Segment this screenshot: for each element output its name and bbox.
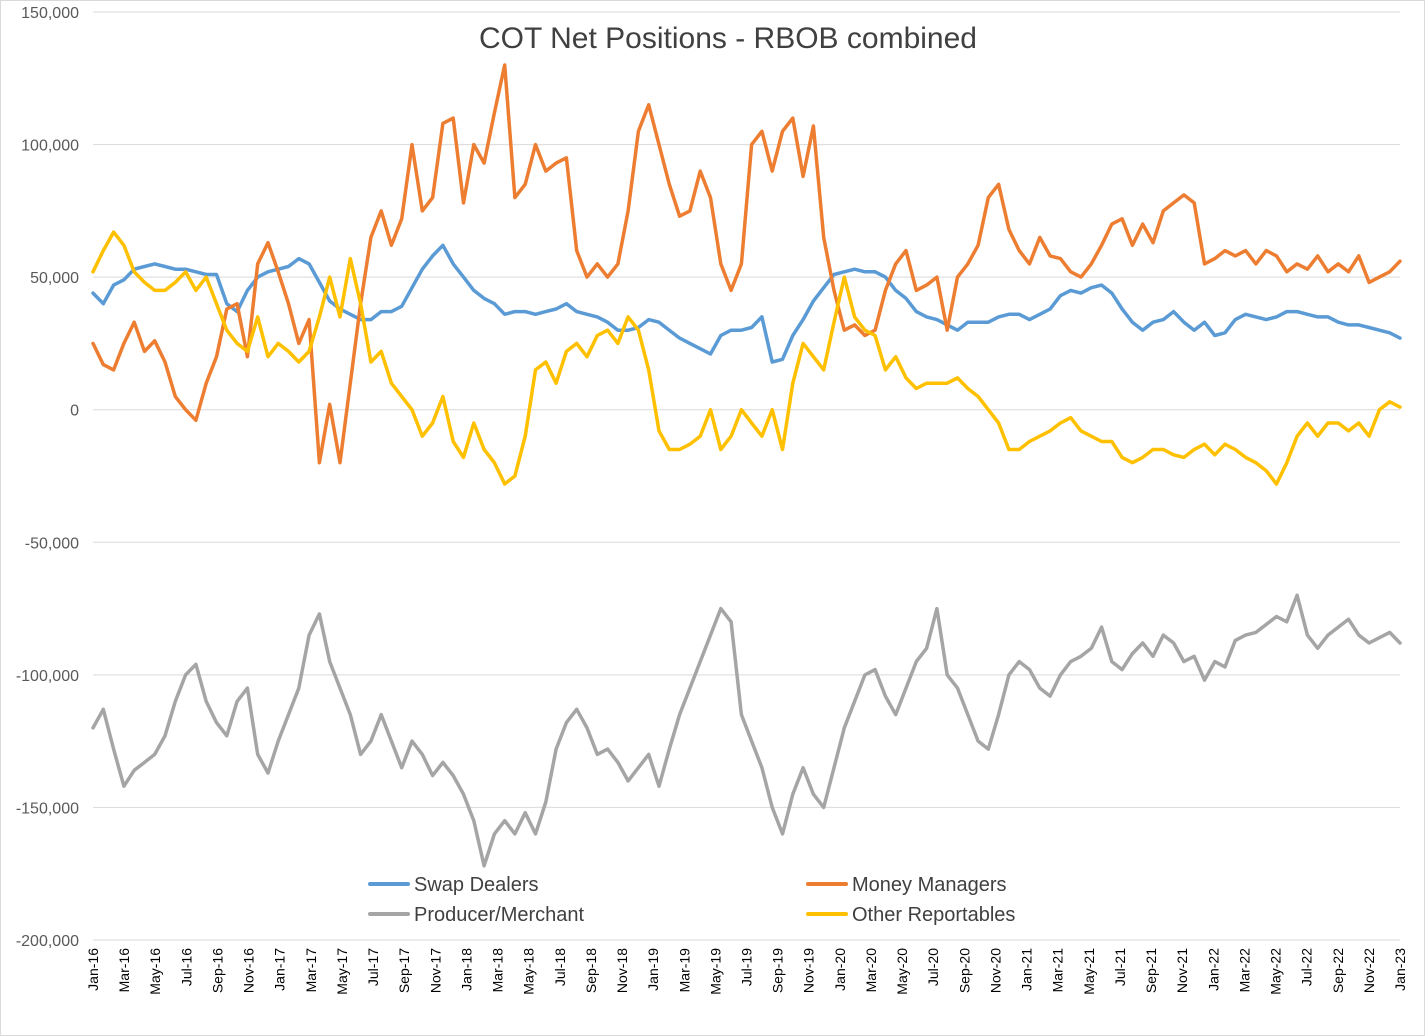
legend-label-swap-dealers: Swap Dealers bbox=[414, 874, 539, 896]
series-lines bbox=[91, 63, 1402, 868]
series-line-producer-merchant bbox=[91, 593, 1402, 868]
x-tick-label: Nov-16 bbox=[241, 948, 257, 993]
x-tick-label: May-18 bbox=[521, 948, 537, 995]
x-tick-label: Nov-22 bbox=[1361, 948, 1377, 993]
x-tick-label: Jul-22 bbox=[1299, 948, 1315, 986]
x-tick-label: May-20 bbox=[894, 948, 910, 995]
x-tick-label: Mar-17 bbox=[303, 948, 319, 993]
y-axis-tick-labels: 150,000 100,000 50,000 0 -50,000 -100,000 -150… bbox=[16, 5, 79, 950]
x-tick-label: May-22 bbox=[1268, 948, 1284, 995]
x-tick-label: Jan-21 bbox=[1019, 948, 1035, 991]
x-tick-label: Mar-18 bbox=[490, 948, 506, 993]
x-tick-label: Jan-18 bbox=[458, 948, 474, 991]
x-tick-label: Sep-19 bbox=[770, 948, 786, 993]
x-tick-label: Jul-16 bbox=[178, 948, 194, 986]
legend-label-producer-merchant: Producer/Merchant bbox=[414, 904, 585, 926]
x-tick-label: Nov-17 bbox=[427, 948, 443, 993]
x-tick-label: Jan-16 bbox=[85, 948, 101, 991]
x-tick-label: Nov-20 bbox=[987, 948, 1003, 993]
legend: Swap Dealers Money Managers Producer/Merch… bbox=[368, 874, 1015, 926]
legend-label-money-managers: Money Managers bbox=[852, 874, 1007, 896]
x-tick-label: May-16 bbox=[147, 948, 163, 995]
x-tick-label: Nov-19 bbox=[801, 948, 817, 993]
x-tick-label: Nov-21 bbox=[1174, 948, 1190, 993]
y-tick-label: 50,000 bbox=[30, 270, 79, 287]
y-tick-label: -200,000 bbox=[16, 933, 79, 950]
x-tick-label: Jan-17 bbox=[272, 948, 288, 991]
x-tick-label: Mar-22 bbox=[1236, 948, 1252, 993]
x-tick-label: Jul-20 bbox=[925, 948, 941, 986]
x-tick-label: Jul-17 bbox=[365, 948, 381, 986]
y-tick-label: 0 bbox=[70, 403, 79, 420]
x-tick-label: Mar-16 bbox=[116, 948, 132, 993]
x-tick-label: Sep-20 bbox=[956, 948, 972, 993]
gridlines bbox=[93, 11, 1400, 941]
y-tick-label: 100,000 bbox=[21, 138, 79, 155]
x-tick-label: May-17 bbox=[334, 948, 350, 995]
x-tick-label: May-21 bbox=[1081, 948, 1097, 995]
series-line-other-reportables bbox=[91, 230, 1402, 486]
x-tick-label: Sep-21 bbox=[1143, 948, 1159, 993]
x-tick-label: Sep-22 bbox=[1330, 948, 1346, 993]
x-tick-label: Jul-19 bbox=[739, 948, 755, 986]
x-tick-label: Sep-18 bbox=[583, 948, 599, 993]
x-tick-label: Mar-20 bbox=[863, 948, 879, 993]
x-tick-label: Jan-20 bbox=[832, 948, 848, 991]
x-tick-label: Mar-19 bbox=[676, 948, 692, 993]
y-tick-label: -100,000 bbox=[16, 668, 79, 685]
x-tick-label: Jul-21 bbox=[1112, 948, 1128, 986]
x-tick-label: Jan-23 bbox=[1392, 948, 1408, 991]
x-tick-label: Sep-17 bbox=[396, 948, 412, 993]
x-axis-tick-labels: Jan-16 Mar-16 May-16 Jul-16 Sep-16 Nov-16 Jan-… bbox=[85, 948, 1408, 995]
x-tick-label: Mar-21 bbox=[1050, 948, 1066, 993]
chart-title: COT Net Positions - RBOB combined bbox=[479, 22, 977, 55]
y-tick-label: -50,000 bbox=[25, 535, 79, 552]
x-tick-label: Jan-19 bbox=[645, 948, 661, 991]
y-tick-label: -150,000 bbox=[16, 800, 79, 817]
series-line-swap-dealers bbox=[91, 243, 1402, 364]
legend-label-other-reportables: Other Reportables bbox=[852, 904, 1015, 926]
x-tick-label: Jul-18 bbox=[552, 948, 568, 986]
x-tick-label: Nov-18 bbox=[614, 948, 630, 993]
x-tick-label: Sep-16 bbox=[209, 948, 225, 993]
x-tick-label: Jan-22 bbox=[1205, 948, 1221, 991]
x-tick-label: May-19 bbox=[707, 948, 723, 995]
y-tick-label: 150,000 bbox=[21, 5, 79, 22]
